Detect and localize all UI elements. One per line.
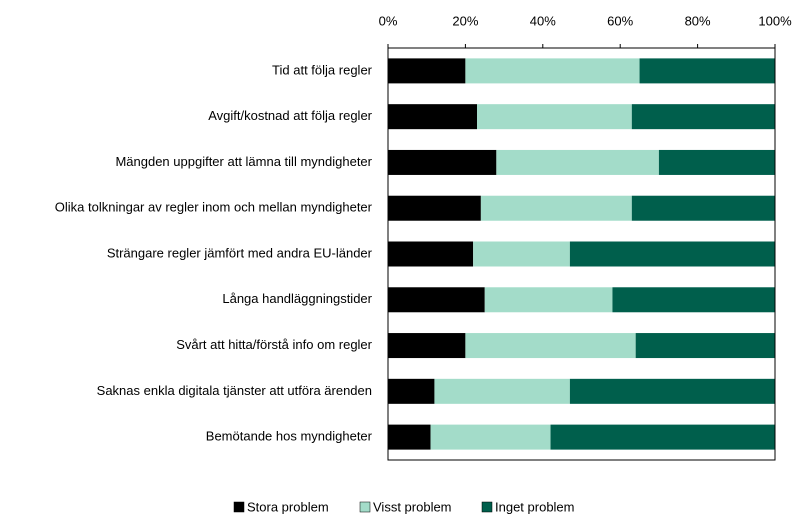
bar-segment	[465, 58, 640, 84]
bar-segment	[465, 333, 636, 359]
x-tick-label: 100%	[758, 13, 792, 28]
x-tick-label: 0%	[379, 13, 398, 28]
legend-label: Visst problem	[373, 499, 452, 514]
plot-frame	[387, 47, 776, 461]
bar-segment	[569, 378, 775, 404]
bar-segment	[477, 104, 632, 130]
bar-segment	[388, 378, 435, 404]
x-tick-label: 40%	[530, 13, 556, 28]
bar-segment	[388, 241, 474, 267]
legend-swatch	[233, 501, 245, 513]
bar-segment	[658, 149, 775, 175]
bar-segment	[631, 104, 775, 130]
bar-segment	[569, 241, 775, 267]
bar-segment	[496, 149, 659, 175]
category-label: Svårt att hitta/förstå info om regler	[176, 337, 372, 352]
bar-segment	[388, 424, 431, 450]
category-label: Saknas enkla digitala tjänster att utför…	[97, 383, 372, 398]
bar-segment	[612, 287, 775, 313]
bar-segment	[388, 149, 497, 175]
bar-segment	[480, 195, 632, 221]
category-label: Mängden uppgifter att lämna till myndigh…	[115, 154, 372, 169]
bar-segment	[639, 58, 775, 84]
bar-segment	[484, 287, 613, 313]
bar-segment	[550, 424, 775, 450]
category-label: Olika tolkningar av regler inom och mell…	[55, 200, 373, 215]
bar-segment	[430, 424, 551, 450]
category-label: Bemötande hos myndigheter	[206, 429, 373, 444]
x-tick-label: 80%	[685, 13, 711, 28]
legend-label: Stora problem	[247, 499, 329, 514]
legend-label: Inget problem	[495, 499, 575, 514]
bar-segment	[473, 241, 570, 267]
category-label: Tid att följa regler	[272, 62, 373, 77]
bar-segment	[388, 333, 466, 359]
bar-segment	[388, 287, 485, 313]
bar-segment	[635, 333, 775, 359]
bar-segment	[631, 195, 775, 221]
x-tick-label: 60%	[607, 13, 633, 28]
bar-segment	[388, 58, 466, 84]
x-tick-label: 20%	[452, 13, 478, 28]
bar-segment	[388, 195, 481, 221]
legend-swatch	[359, 501, 371, 513]
legend-swatch	[481, 501, 493, 513]
category-label: Långa handläggningstider	[222, 291, 372, 306]
category-label: Avgift/kostnad att följa regler	[208, 108, 372, 123]
bar-segment	[388, 104, 478, 130]
bar-segment	[434, 378, 570, 404]
category-label: Strängare regler jämfört med andra EU-lä…	[107, 245, 373, 260]
